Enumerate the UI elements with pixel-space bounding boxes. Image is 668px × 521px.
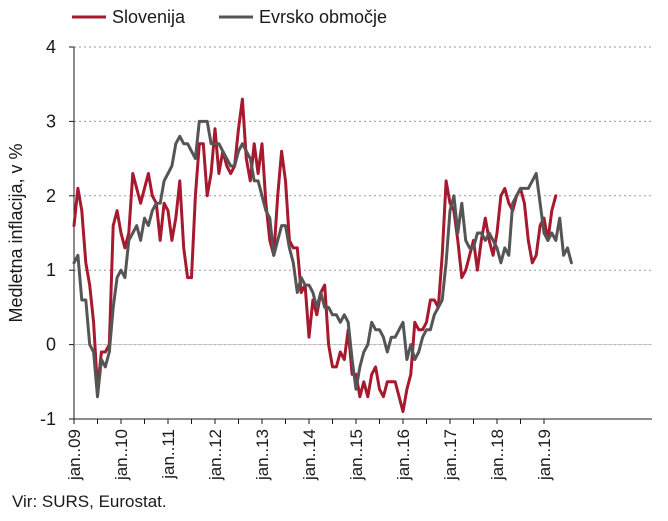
x-tick-label: jan..11 (159, 429, 178, 480)
x-tick-label: jan..13 (253, 429, 272, 481)
legend-label: Evrsko območje (259, 7, 387, 27)
x-tick-label: jan..15 (347, 429, 366, 481)
y-tick-label: 1 (46, 260, 56, 280)
x-tick-labels: jan..09 jan..10 jan..11 jan..12 jan..13 jan..… (65, 429, 554, 481)
y-tick-label: 0 (46, 335, 56, 355)
axes (69, 46, 652, 424)
x-tick-label: jan..18 (488, 429, 507, 481)
x-tick-label: jan..16 (394, 429, 413, 481)
y-axis-label: Medletna inflacija, v % (6, 143, 26, 322)
legend-label: Slovenija (112, 7, 186, 27)
series-line-evrsko-obmocje (72, 119, 573, 399)
y-tick-labels: -1 0 1 2 3 4 (40, 37, 56, 429)
x-tick-label: jan..12 (206, 429, 225, 481)
x-tick-label: jan..10 (112, 429, 131, 481)
legend: Slovenija Evrsko območje (72, 7, 387, 27)
y-tick-label: 3 (46, 111, 56, 131)
x-tick-label: jan..17 (441, 429, 460, 481)
x-tick-label: jan..19 (535, 429, 554, 481)
source-note: Vir: SURS, Eurostat. (12, 492, 167, 511)
y-tick-label: -1 (40, 409, 56, 429)
y-tick-label: 4 (46, 37, 56, 57)
series-line-slovenija (72, 97, 558, 414)
y-tick-label: 2 (46, 186, 56, 206)
series-lines (72, 97, 573, 414)
x-tick-label: jan..09 (65, 429, 84, 481)
x-tick-label: jan..14 (300, 429, 319, 481)
